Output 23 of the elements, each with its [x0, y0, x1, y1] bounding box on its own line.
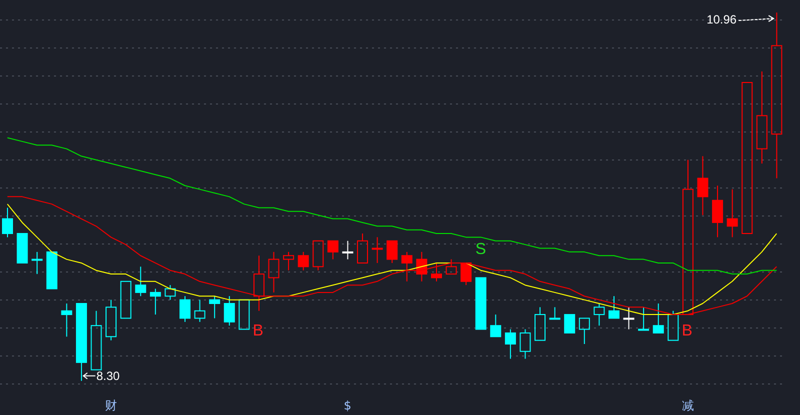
candlestick: [61, 303, 72, 338]
candlestick: [712, 185, 724, 238]
candlestick: [430, 262, 442, 282]
candlestick: [194, 299, 206, 322]
candlestick: [253, 255, 264, 312]
annotation: B: [682, 322, 692, 340]
candlestick: [32, 251, 43, 275]
annotation: S: [475, 241, 486, 258]
annotation: 10.96: [706, 12, 737, 27]
candlestick: [372, 236, 383, 264]
candlestick: [106, 299, 117, 341]
x-tick-label: $: [344, 398, 352, 413]
annotation: 8.30: [96, 368, 120, 383]
candlestick: [180, 296, 191, 322]
candlestick: [623, 306, 634, 330]
x-tick-label: 减: [682, 398, 694, 413]
candlestick: [697, 156, 708, 216]
candlestick: [268, 251, 280, 293]
annotation: B: [252, 322, 264, 340]
x-tick-label: 财: [104, 398, 117, 413]
candlestick: [756, 70, 768, 164]
candlestick: [726, 188, 738, 238]
candlestick: [342, 240, 354, 260]
